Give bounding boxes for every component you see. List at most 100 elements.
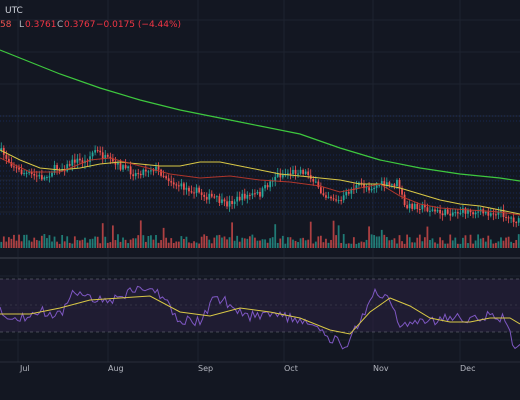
candle-body [200,192,203,195]
candle-body [495,214,497,216]
volume-bar [137,235,140,248]
candle-body [236,196,239,202]
candle-body [439,209,441,214]
volume-bar [28,240,31,248]
volume-bar [119,241,122,248]
volume-bar [279,238,282,248]
volume-bar [73,236,76,248]
candle-body [0,148,3,150]
candle-body [451,212,454,216]
candle-body [423,204,426,208]
volume-bar [2,236,5,248]
volume-bar [304,240,307,248]
volume-bar [487,235,490,248]
volume-bar [155,235,157,248]
volume-bar [40,235,43,248]
volume-bar [459,243,462,248]
candle-body [421,204,424,210]
ma-mid-line [0,149,520,215]
volume-bar [327,242,330,248]
volume-bar [233,240,236,248]
candle-body [383,181,386,187]
ma-short-line [0,157,520,216]
candle-body [66,164,69,172]
candle-body [25,172,28,174]
volume-bar [444,243,447,248]
x-axis-label: Dec [460,364,475,373]
volume-bar [284,243,287,248]
candle-body [134,173,137,177]
candle-body [477,211,480,213]
low-label: L [19,20,25,30]
candle-body [228,200,231,207]
candle-body [99,150,102,153]
candle-body [218,196,221,203]
volume-bar [76,240,79,248]
volume-bar [124,239,127,248]
volume-bar [505,237,507,248]
volume-bar [495,242,497,248]
candle-body [396,179,398,187]
pane-divider[interactable] [0,257,520,363]
volume-bar [147,235,150,248]
volume-bar [177,241,180,248]
candle-body [51,172,53,177]
volume-bar [243,238,246,248]
volume-bar [281,235,284,248]
candle-body [79,158,81,161]
candle-body [497,211,500,215]
candle-body [484,211,487,214]
candle-body [109,156,112,159]
volume-bar [322,242,325,248]
volume-bar [46,238,48,248]
candle-body [18,167,20,170]
close-label: C [57,20,64,30]
volume-bar [358,242,360,248]
volume-bar [43,234,46,248]
candle-body [208,193,211,200]
volume-bar [319,235,322,248]
volume-bar [352,237,355,248]
volume-bar [342,234,345,248]
x-axis-label: Nov [373,364,389,373]
volume-bar [309,221,312,248]
volume-bar [289,237,292,248]
volume-bar [61,234,64,248]
candle-body [355,185,358,190]
candle-body [89,156,91,162]
volume-bar [94,236,97,248]
volume-bar [129,239,132,248]
candle-body [233,201,236,205]
volume-bar [332,220,335,248]
candle-body [20,169,23,175]
candle-body [312,179,315,182]
volume-bar [226,239,228,248]
candle-body [429,210,431,212]
candle-body [246,194,249,199]
volume-bar [462,237,464,248]
volume-bar [150,235,152,248]
volume-bar [276,242,279,248]
candle-body [363,184,365,188]
volume-bar [317,236,320,248]
candle-body [203,194,206,197]
volume-bar [449,234,452,248]
candle-body [119,162,122,170]
candle-body [319,187,322,194]
volume-bar [375,236,378,248]
candle-body [375,185,378,188]
volume-bar [418,234,421,248]
candle-body [38,175,41,177]
volume-bar [254,237,256,248]
candle-body [170,181,173,183]
volume-bar [446,243,449,248]
volume-bar [215,235,218,248]
candle-body [167,178,170,182]
candle-body [446,209,449,214]
candle-body [393,184,396,187]
candle-body [117,162,119,165]
symbol-partial: UTC [5,6,23,16]
candle-body [299,169,302,174]
